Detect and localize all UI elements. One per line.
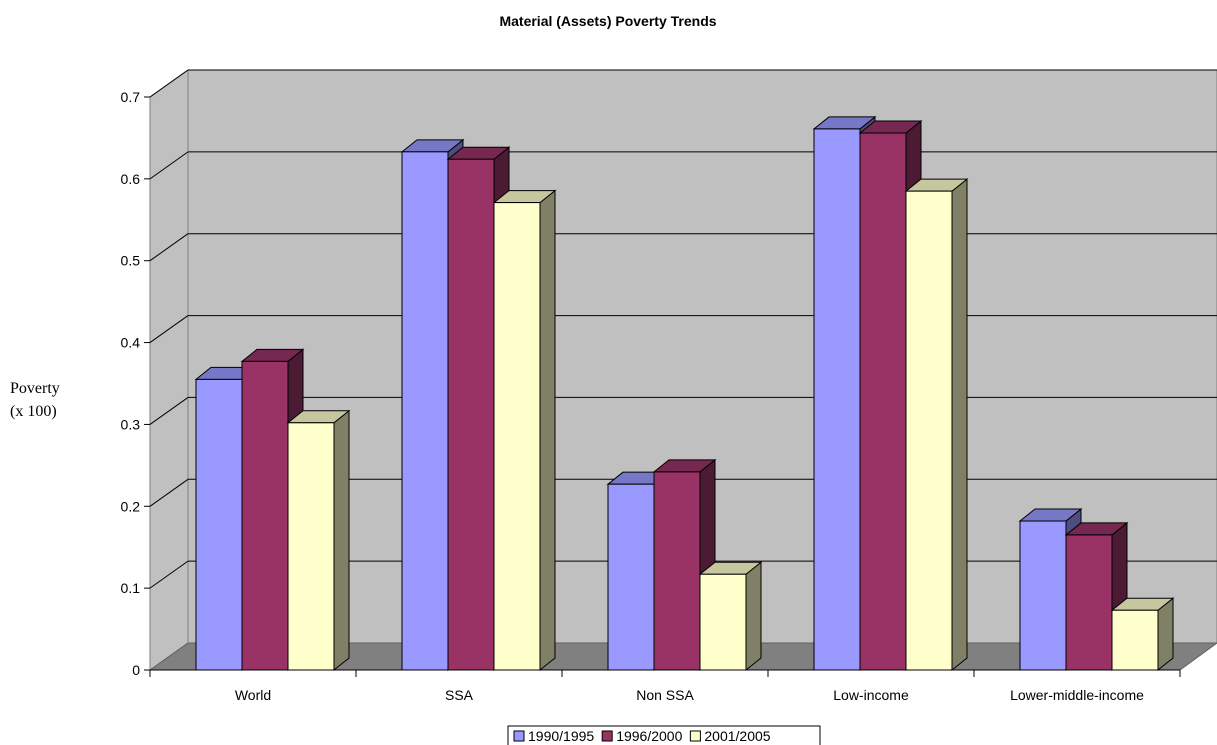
bar-side: [333, 409, 350, 672]
y-axis-label-line-2: (x 100): [10, 403, 57, 420]
y-tick-label: 0.6: [121, 171, 141, 187]
y-axis-label-line-1: Poverty: [10, 380, 60, 397]
y-tick-label: 0.4: [121, 335, 141, 351]
chart-title: Material (Assets) Poverty Trends: [499, 13, 716, 29]
y-tick-label: 0: [132, 662, 140, 678]
bar-front: [195, 378, 243, 671]
gridline-side: [149, 560, 189, 589]
legend: 1990/1995 1996/2000 2001/2005: [507, 725, 821, 745]
bar-front: [287, 422, 335, 671]
x-category-label: World: [235, 687, 271, 703]
bar-front: [699, 573, 747, 671]
gridline-side: [149, 478, 189, 507]
bar-front: [859, 132, 907, 671]
bar-front: [607, 483, 655, 671]
bar: [1110, 597, 1175, 672]
y-tick-label: 0.1: [121, 580, 141, 596]
bar: [652, 458, 717, 672]
x-category-label: Non SSA: [636, 687, 694, 703]
y-tick-label: 0.3: [121, 416, 141, 432]
legend-label: 1996/2000: [616, 728, 682, 744]
y-tick-label: 0.5: [121, 253, 141, 269]
legend-swatch: [513, 730, 525, 742]
bar: [698, 561, 763, 672]
gridline-side: [149, 233, 189, 262]
y-tick-labels: 0 0.1 0.2 0.3 0.4 0.5 0.6 0.7: [121, 89, 141, 678]
bar: [286, 409, 351, 672]
bars: [194, 115, 1175, 672]
bar-front: [813, 128, 861, 671]
bar-front: [905, 190, 953, 671]
y-tick-label: 0.7: [121, 89, 141, 105]
legend-box: [507, 725, 821, 745]
bar-front: [653, 471, 701, 671]
legend-swatch: [601, 730, 613, 742]
bar-front: [241, 360, 289, 671]
bar: [904, 178, 969, 672]
bar-side: [539, 189, 556, 672]
x-category-label: SSA: [445, 687, 474, 703]
legend-swatch: [689, 730, 701, 742]
gridline-side: [149, 397, 189, 425]
y-tick-label: 0.2: [121, 498, 141, 514]
bar-front: [401, 151, 449, 671]
bar-front: [1019, 520, 1067, 671]
bar: [492, 189, 557, 672]
bar: [446, 146, 511, 672]
bar-side: [951, 178, 968, 672]
x-category-label: Lower-middle-income: [1010, 687, 1144, 703]
x-category-labels: World SSA Non SSA Low-income Lower-middle-in…: [235, 687, 1144, 703]
bar-front: [1111, 609, 1159, 671]
gridline-side: [149, 315, 189, 343]
bar-front: [447, 158, 495, 671]
bar-front: [1065, 534, 1113, 671]
gridline-side: [149, 151, 189, 180]
x-category-label: Low-income: [833, 687, 909, 703]
gridline-side: [149, 69, 189, 98]
side-wall: [149, 69, 189, 671]
legend-label: 2001/2005: [704, 728, 770, 744]
bar-front: [493, 202, 541, 671]
legend-label: 1990/1995: [528, 728, 594, 744]
bar-side: [745, 561, 762, 672]
